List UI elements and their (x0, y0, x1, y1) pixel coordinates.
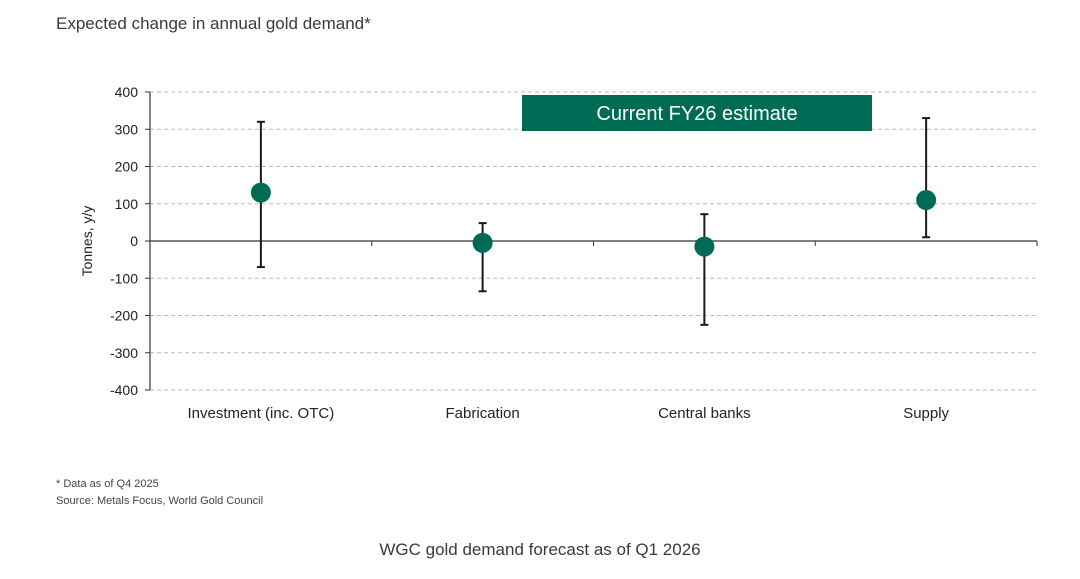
chart-title: Expected change in annual gold demand* (56, 14, 371, 33)
data-point (250, 182, 271, 203)
legend-label: Current FY26 estimate (596, 103, 797, 125)
y-axis-label: Tonnes, y/y (79, 206, 95, 277)
data-point (916, 190, 937, 211)
y-tick-label: 0 (130, 233, 138, 249)
source-note: Source: Metals Focus, World Gold Council (56, 495, 264, 507)
legend: Current FY26 estimate (522, 95, 872, 131)
legend-box (522, 95, 872, 131)
y-tick-label: 300 (115, 121, 139, 137)
y-tick-label: 100 (115, 196, 139, 212)
data-point (472, 232, 493, 253)
y-tick-label: -100 (110, 270, 138, 286)
y-tick-labels: 400 300 200 100 0 -100 -200 -300 -400 (110, 84, 138, 398)
y-tick-label: -200 (110, 308, 138, 324)
x-tick-label: Fabrication (446, 405, 520, 422)
y-tick-label: -400 (110, 382, 138, 398)
y-tick-label: 400 (115, 84, 139, 100)
x-tick-label: Investment (inc. OTC) (188, 405, 335, 422)
x-tick-labels: Investment (inc. OTC) Fabrication Central … (188, 405, 950, 422)
axes (145, 91, 1038, 391)
footnote: * Data as of Q4 2025 (56, 478, 159, 490)
y-tick-label: 200 (115, 159, 139, 175)
grid-lines (150, 91, 1037, 391)
data-point (694, 236, 715, 257)
data-series (250, 117, 937, 326)
figure-caption: WGC gold demand forecast as of Q1 2026 (379, 540, 701, 559)
y-tick-label: -300 (110, 345, 138, 361)
x-tick-label: Central banks (658, 405, 751, 422)
x-tick-label: Supply (903, 405, 949, 422)
